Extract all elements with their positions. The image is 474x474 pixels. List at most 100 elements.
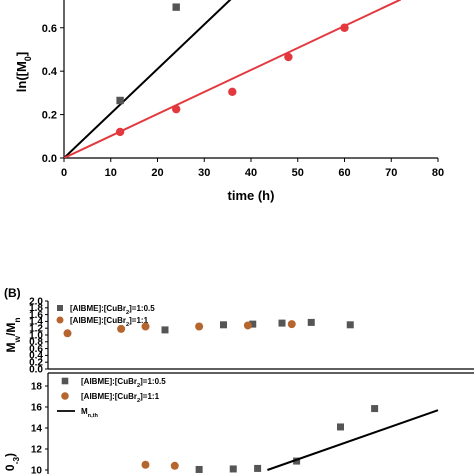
x-tick-label-top: 30: [198, 167, 210, 179]
y-tick-label-dispersity: 0.4: [29, 351, 43, 362]
legend-label-dispersity: [AIBME]:[CuBr2]=1:0.5: [70, 304, 155, 316]
y-axis-label-molar-mass-part: 0: [3, 464, 17, 471]
theory-line-molar-mass: [267, 409, 439, 471]
legend-label-molar-mass-part: [AIBME]:[CuBr: [81, 392, 137, 401]
y-tick-label-dispersity: 1.6: [29, 310, 43, 321]
legend-label-molar-mass-part: n,th: [88, 413, 99, 419]
legend-label-dispersity-part: ]=1:1: [129, 316, 148, 325]
panel-label-b: (B): [4, 286, 21, 300]
y-tick-label-molar-mass: 18: [31, 382, 43, 393]
y-tick-label-dispersity: 0.0: [29, 364, 43, 375]
legend-marker-molar-mass: [61, 377, 69, 385]
x-tick-label-top: 10: [105, 167, 117, 179]
legend-marker-dispersity: [57, 305, 63, 311]
data-point-series-1: [115, 127, 125, 137]
legend-label-dispersity-part: [AIBME]:[CuBr: [70, 316, 126, 325]
x-tick-label-top: 70: [385, 167, 397, 179]
fit-line-series-1: [64, 0, 402, 158]
legend-label-molar-mass-part: 2: [137, 398, 140, 404]
plot-area-molar-mass: [141, 405, 439, 473]
data-point-dispersity-series-0: [278, 319, 286, 327]
data-point-series-0: [172, 3, 180, 11]
y-axis-label-dispersity-part: M: [4, 342, 18, 352]
data-point-dispersity-series-0: [346, 321, 354, 329]
x-tick-label-top: 40: [245, 167, 257, 179]
y-tick-label-top: 0.6: [42, 23, 57, 35]
y-tick-label-dispersity: 1.2: [29, 324, 43, 335]
y-axis-label-top-part: 0: [23, 56, 33, 61]
data-point-series-0: [116, 96, 124, 105]
data-point-molar-mass-series-0: [337, 423, 344, 431]
data-point-series-1: [340, 23, 349, 32]
y-axis-label-molar-mass-part: ): [3, 453, 17, 457]
data-point-series-1: [172, 104, 181, 114]
legend-marker-molar-mass: [61, 392, 69, 400]
y-tick-label-dispersity: 0.2: [29, 358, 43, 369]
y-axis-label-top-part: ln([M: [14, 61, 29, 92]
data-point-series-1: [284, 52, 293, 62]
legend-label-molar-mass: Mn,th: [81, 407, 99, 419]
legend-label-molar-mass-part: [AIBME]:[CuBr: [81, 377, 137, 386]
legend-label-dispersity-part: ]=1:0.5: [129, 304, 155, 313]
data-point-dispersity-series-1: [141, 322, 150, 331]
data-point-dispersity-series-1: [243, 321, 252, 330]
data-point-molar-mass-series-0: [371, 405, 379, 413]
data-point-molar-mass-series-0: [254, 464, 262, 472]
y-tick-label-dispersity: 2.0: [29, 296, 43, 307]
legend-label-dispersity-part: 2: [126, 310, 129, 316]
data-point-dispersity-series-0: [249, 320, 257, 328]
y-tick-label-molar-mass: 16: [31, 403, 43, 414]
y-tick-label-dispersity: 1.4: [29, 317, 43, 328]
data-point-dispersity-series-0: [307, 318, 315, 326]
y-axis-label-top-part: ]: [14, 52, 29, 56]
x-tick-label-top: 50: [292, 167, 304, 179]
legend-label-molar-mass: [AIBME]:[CuBr2]=1:1: [81, 392, 160, 404]
y-tick-label-dispersity: 0.8: [29, 337, 43, 348]
legend-label-dispersity-part: [AIBME]:[CuBr: [70, 304, 126, 313]
data-point-molar-mass-series-1: [141, 460, 150, 469]
legend-label-molar-mass-part: ]=1:0.5: [140, 377, 166, 386]
x-tick-label-top: 60: [338, 167, 350, 179]
y-axis-label-dispersity-part: w: [12, 335, 22, 343]
legend-label-dispersity: [AIBME]:[CuBr2]=1:1: [70, 316, 149, 328]
legend-label-dispersity-part: 2: [126, 322, 129, 328]
data-point-dispersity-series-1: [63, 329, 72, 338]
legend-label-molar-mass-part: M: [81, 407, 88, 416]
data-point-molar-mass-series-0: [229, 465, 237, 473]
legend-label-molar-mass: [AIBME]:[CuBr2]=1:0.5: [81, 377, 166, 389]
y-tick-label-molar-mass: 10: [31, 466, 43, 474]
y-tick-label-molar-mass: 14: [31, 424, 43, 435]
data-point-series-1: [228, 87, 237, 96]
y-tick-label-molar-mass: 12: [31, 445, 43, 456]
y-tick-label-dispersity: 1.8: [29, 303, 43, 314]
x-axis-label-top: time (h): [228, 188, 275, 203]
data-point-dispersity-series-1: [195, 322, 204, 331]
plot-area-top: [64, 0, 402, 158]
y-tick-label-top: 0.0: [42, 153, 57, 165]
x-tick-label-top: 20: [151, 167, 163, 179]
y-axis-label-top: ln([M0]: [14, 52, 33, 92]
x-tick-label-top: 0: [61, 167, 67, 179]
data-point-dispersity-series-1: [117, 324, 126, 333]
y-axis-label-molar-mass: 0-3): [3, 453, 21, 471]
data-point-molar-mass-series-0: [195, 465, 203, 473]
data-point-molar-mass-series-1: [170, 461, 179, 470]
legend-label-molar-mass-part: 2: [137, 383, 140, 389]
y-axis-label-molar-mass-part: -3: [11, 457, 21, 465]
y-tick-label-dispersity: 0.6: [29, 344, 43, 355]
chart-top: ln([M0]: [14, 0, 439, 162]
y-axis-label-dispersity: Mw/Mn: [4, 318, 22, 353]
y-tick-label-dispersity: 1.0: [29, 330, 43, 341]
data-point-dispersity-series-1: [287, 320, 296, 329]
data-point-molar-mass-series-0: [293, 457, 301, 465]
legend-label-molar-mass-part: ]=1:1: [140, 392, 159, 401]
x-tick-label-top: 80: [432, 167, 444, 179]
data-point-dispersity-series-0: [220, 321, 227, 329]
legend-marker-dispersity: [56, 316, 64, 324]
chart-molar-mass: 0-3)[AIBME]:[CuBr2]=1:0.5[AIBME]:[CuBr2]…: [3, 372, 474, 474]
y-tick-label-top: 0.2: [42, 110, 57, 122]
chart-dispersity: Mw/Mn[AIBME]:[CuBr2]=1:0.5[AIBME]:[CuBr2…: [4, 300, 474, 370]
data-point-dispersity-series-0: [161, 326, 169, 334]
y-axis-label-dispersity-part: n: [12, 318, 22, 323]
